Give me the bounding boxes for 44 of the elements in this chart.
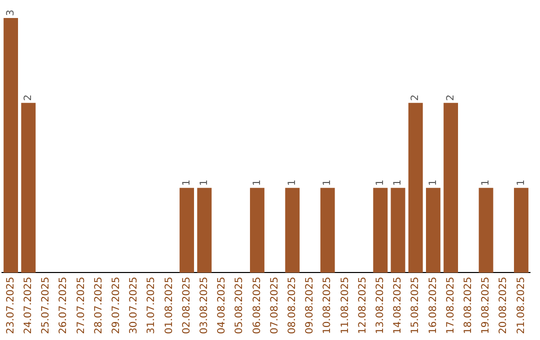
- x-tick-label: 04.08.2025: [216, 276, 228, 334]
- x-tick-label: 02.08.2025: [181, 276, 192, 334]
- data-label: 1: [198, 179, 210, 186]
- x-tick-label: 28.07.2025: [93, 276, 104, 334]
- x-tick-label: 12.08.2025: [357, 276, 368, 334]
- x-tick-label: 20.08.2025: [498, 276, 510, 334]
- data-label: 2: [22, 94, 34, 101]
- data-label: 1: [516, 179, 527, 186]
- x-tick-label: 10.08.2025: [322, 276, 334, 334]
- x-tick-label: 16.08.2025: [428, 276, 439, 334]
- x-tick-label: 13.08.2025: [374, 276, 386, 334]
- x-tick-label: 14.08.2025: [392, 276, 404, 334]
- x-tick-label: 21.08.2025: [516, 276, 527, 334]
- x-tick-label: 26.07.2025: [58, 276, 70, 334]
- x-tick-label: 27.07.2025: [76, 276, 87, 334]
- data-label: 3: [5, 10, 16, 16]
- data-label: 1: [252, 179, 263, 186]
- data-label: 1: [181, 179, 192, 186]
- data-label: 2: [445, 94, 456, 101]
- x-tick-label: 07.08.2025: [269, 276, 280, 334]
- x-tick-label: 06.08.2025: [252, 276, 263, 334]
- x-tick-label: 17.08.2025: [445, 276, 456, 334]
- x-tick-label: 23.07.2025: [5, 276, 16, 334]
- data-label: 1: [322, 179, 334, 186]
- x-tick-label: 15.08.2025: [410, 276, 422, 334]
- data-label: 2: [410, 94, 422, 101]
- x-tick-label: 08.08.2025: [286, 276, 298, 334]
- x-tick-label: 03.08.2025: [198, 276, 210, 334]
- data-label: 1: [374, 179, 386, 186]
- x-tick-label: 18.08.2025: [462, 276, 474, 334]
- x-tick-label: 05.08.2025: [234, 276, 246, 334]
- x-tick-label: 31.07.2025: [146, 276, 158, 334]
- data-label: 1: [286, 179, 298, 186]
- data-label: 1: [428, 179, 439, 186]
- data-label: 1: [392, 179, 404, 186]
- x-tick-label: 01.08.2025: [164, 276, 175, 334]
- x-tick-label: 29.07.2025: [110, 276, 122, 334]
- data-label: 1: [480, 179, 492, 186]
- x-tick-label: 11.08.2025: [340, 276, 351, 334]
- x-tick-label: 09.08.2025: [304, 276, 316, 334]
- x-tick-label: 24.07.2025: [22, 276, 34, 334]
- x-tick-label: 25.07.2025: [40, 276, 52, 334]
- x-tick-label: 30.07.2025: [128, 276, 140, 334]
- x-tick-label: 19.08.2025: [480, 276, 492, 334]
